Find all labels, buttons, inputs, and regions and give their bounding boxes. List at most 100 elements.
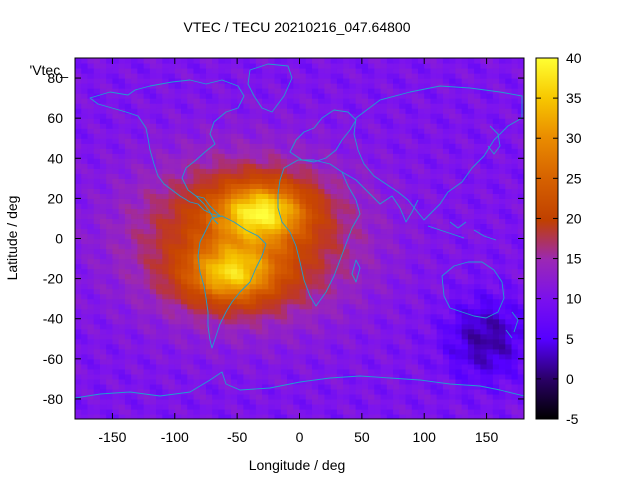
heatmap-cell — [361, 148, 369, 154]
heatmap-cell — [368, 338, 375, 345]
heatmap-cell — [399, 183, 407, 189]
heatmap-cell — [168, 128, 176, 134]
heatmap-cell — [87, 68, 95, 74]
heatmap-cell — [193, 103, 201, 109]
heatmap-cell — [474, 88, 481, 94]
heatmap-cell — [99, 238, 107, 245]
heatmap-cell — [505, 108, 513, 114]
heatmap-cell — [99, 283, 107, 290]
heatmap-cell — [480, 168, 488, 174]
heatmap-cell — [112, 188, 120, 194]
heatmap-cell — [174, 168, 182, 174]
heatmap-cell — [393, 203, 400, 210]
heatmap-cell — [305, 343, 313, 350]
heatmap-cell — [299, 278, 307, 285]
heatmap-cell — [212, 293, 220, 300]
heatmap-cell — [467, 133, 475, 139]
heatmap-cell — [237, 178, 244, 184]
heatmap-cell — [224, 68, 232, 74]
heatmap-cell — [249, 98, 257, 104]
heatmap-cell — [218, 313, 226, 320]
heatmap-cell — [517, 78, 524, 84]
heatmap-cell — [324, 73, 332, 79]
heatmap-cell — [480, 378, 488, 385]
heatmap-cell — [411, 293, 419, 300]
heatmap-cell — [511, 263, 519, 270]
heatmap-cell — [474, 208, 481, 215]
heatmap-cell — [280, 378, 288, 385]
heatmap-cell — [499, 318, 506, 325]
heatmap-cell — [81, 253, 89, 260]
heatmap-cell — [87, 233, 95, 240]
heatmap-cell — [243, 308, 251, 315]
heatmap-cell — [405, 373, 413, 380]
heatmap-cell — [106, 163, 114, 169]
heatmap-cell — [218, 78, 226, 84]
heatmap-cell — [287, 128, 294, 134]
heatmap-cell — [361, 158, 369, 164]
heatmap-cell — [436, 208, 444, 215]
heatmap-cell — [374, 178, 382, 184]
heatmap-cell — [336, 123, 344, 129]
heatmap-cell — [517, 338, 524, 345]
heatmap-cell — [442, 253, 450, 260]
heatmap-cell — [243, 278, 251, 285]
heatmap-cell — [199, 298, 207, 305]
heatmap-cell — [305, 198, 313, 204]
heatmap-cell — [499, 193, 506, 199]
heatmap-cell — [324, 363, 332, 370]
heatmap-cell — [112, 218, 120, 225]
heatmap-cell — [187, 178, 195, 184]
heatmap-cell — [336, 303, 344, 310]
heatmap-cell — [162, 188, 170, 194]
heatmap-cell — [156, 168, 163, 174]
heatmap-cell — [75, 258, 82, 265]
heatmap-cell — [93, 183, 101, 189]
heatmap-cell — [75, 183, 82, 189]
heatmap-cell — [280, 348, 288, 355]
heatmap-cell — [480, 263, 488, 270]
heatmap-cell — [212, 283, 220, 290]
heatmap-cell — [386, 348, 394, 355]
heatmap-cell — [474, 368, 481, 375]
heatmap-cell — [249, 333, 257, 340]
heatmap-cell — [511, 183, 519, 189]
heatmap-cell — [480, 343, 488, 350]
heatmap-cell — [436, 213, 444, 220]
heatmap-cell — [149, 223, 157, 230]
heatmap-cell — [181, 398, 188, 405]
heatmap-cell — [386, 263, 394, 270]
heatmap-cell — [499, 393, 506, 400]
heatmap-cell — [330, 223, 338, 230]
heatmap-cell — [324, 348, 332, 355]
heatmap-cell — [162, 338, 170, 345]
heatmap-cell — [393, 133, 400, 139]
heatmap-cell — [449, 73, 457, 79]
heatmap-cell — [143, 393, 151, 400]
heatmap-cell — [349, 208, 357, 215]
heatmap-cell — [237, 68, 244, 74]
heatmap-cell — [318, 323, 326, 330]
heatmap-cell — [305, 78, 313, 84]
heatmap-cell — [305, 383, 313, 390]
heatmap-cell — [299, 348, 307, 355]
heatmap-cell — [274, 163, 282, 169]
heatmap-cell — [93, 68, 101, 74]
heatmap-cell — [361, 413, 369, 419]
heatmap-cell — [318, 228, 326, 235]
heatmap-cell — [81, 333, 89, 340]
heatmap-cell — [368, 123, 375, 129]
heatmap-cell — [499, 388, 506, 395]
heatmap-cell — [368, 148, 375, 154]
heatmap-cell — [124, 233, 132, 240]
heatmap-cell — [199, 213, 207, 220]
heatmap-cell — [280, 128, 288, 134]
heatmap-cell — [393, 343, 400, 350]
heatmap-cell — [199, 93, 207, 99]
heatmap-cell — [486, 223, 494, 230]
heatmap-cell — [293, 288, 301, 295]
heatmap-cell — [417, 163, 425, 169]
heatmap-cell — [486, 173, 494, 179]
heatmap-cell — [511, 203, 519, 210]
heatmap-cell — [168, 353, 176, 360]
